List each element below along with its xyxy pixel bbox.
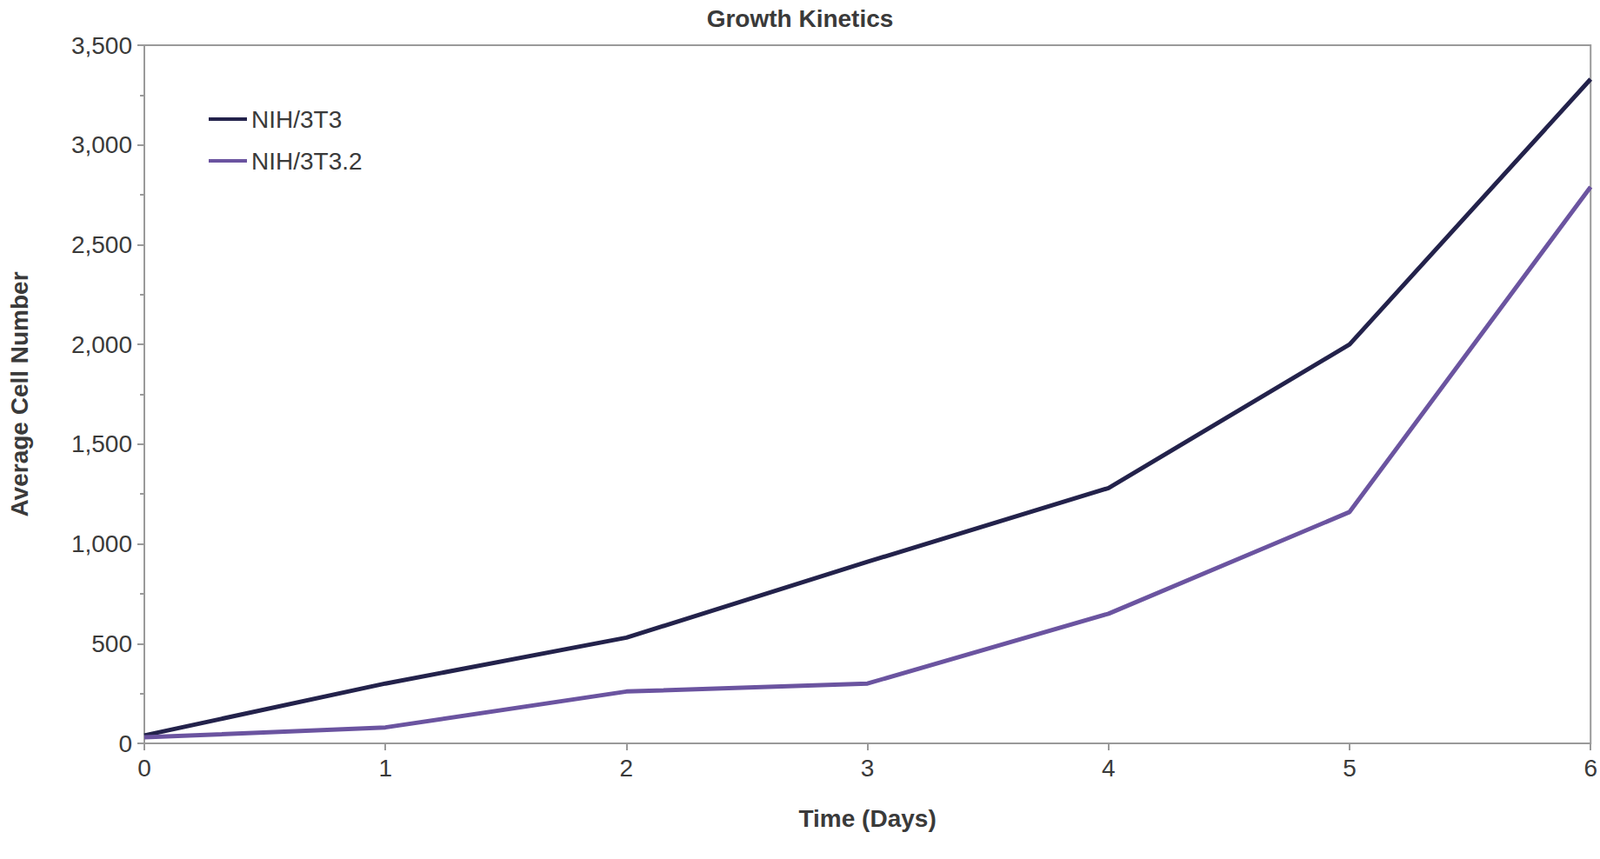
svg-text:NIH/3T3.2: NIH/3T3.2 bbox=[251, 147, 363, 175]
svg-text:500: 500 bbox=[91, 630, 133, 658]
svg-text:6: 6 bbox=[1583, 754, 1598, 782]
svg-text:5: 5 bbox=[1342, 754, 1357, 782]
svg-text:2,000: 2,000 bbox=[71, 331, 133, 359]
svg-text:1,500: 1,500 bbox=[71, 430, 133, 458]
svg-text:2: 2 bbox=[620, 754, 634, 782]
svg-text:Average Cell Number: Average Cell Number bbox=[6, 271, 34, 517]
svg-text:2,500: 2,500 bbox=[71, 231, 133, 259]
svg-text:1,000: 1,000 bbox=[71, 530, 133, 558]
svg-text:3,000: 3,000 bbox=[71, 131, 133, 159]
svg-text:NIH/3T3: NIH/3T3 bbox=[251, 106, 342, 134]
svg-text:0: 0 bbox=[118, 730, 133, 758]
svg-text:0: 0 bbox=[137, 754, 152, 782]
svg-text:1: 1 bbox=[378, 754, 393, 782]
svg-text:3: 3 bbox=[860, 754, 875, 782]
svg-text:Growth Kinetics: Growth Kinetics bbox=[706, 5, 894, 33]
svg-text:4: 4 bbox=[1101, 754, 1116, 782]
svg-text:3,500: 3,500 bbox=[71, 32, 133, 60]
svg-text:Time (Days): Time (Days) bbox=[798, 805, 936, 833]
